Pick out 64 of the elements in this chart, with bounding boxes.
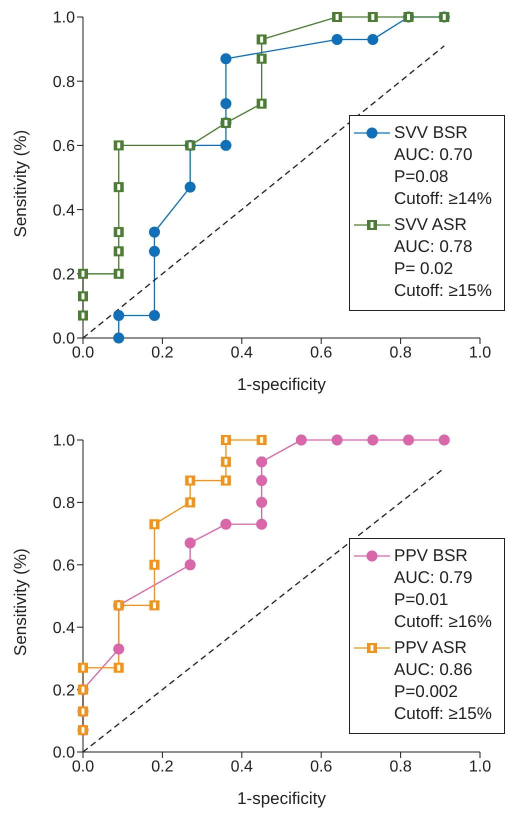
point (113, 332, 124, 344)
annotation: AUC: 0.79 (393, 567, 474, 589)
annotation: Cutoff: ≥15% (393, 703, 493, 725)
legend-label: PPV BSR (394, 545, 468, 567)
y-tick-label: 1.0 (52, 10, 76, 27)
annotation: AUC: 0.70 (393, 144, 474, 166)
x-tick-label: 0.8 (389, 344, 412, 362)
point (403, 434, 414, 446)
y-tick-label: 0.2 (52, 266, 76, 284)
x-tick-label: 0.6 (310, 344, 332, 362)
point (148, 246, 160, 257)
y-axis-title: Sensitivity (%) (11, 130, 30, 238)
y-tick-label: 0.6 (52, 557, 76, 574)
point (113, 644, 124, 655)
y-tick-label: 1.0 (52, 432, 76, 450)
y-tick-label: 0.8 (52, 74, 76, 91)
point (220, 53, 232, 64)
annotation: P=0.01 (393, 589, 450, 611)
point (148, 226, 160, 238)
point (332, 434, 343, 446)
point (148, 310, 160, 322)
y-tick-label: 0.4 (52, 620, 76, 637)
annotation: P=0.002 (393, 681, 459, 703)
legend-label: SVV BSR (394, 122, 468, 144)
point (332, 34, 343, 45)
point (113, 310, 124, 322)
point (184, 559, 196, 570)
annotation: AUC: 0.78 (393, 236, 474, 258)
x-tick-label: 0.8 (389, 758, 412, 776)
point (438, 434, 450, 446)
x-tick-label: 0.6 (310, 758, 332, 776)
y-tick-label: 0.4 (52, 202, 76, 220)
point (220, 98, 232, 110)
x-tick-label: 0.2 (151, 758, 174, 776)
point (256, 496, 268, 508)
y-tick-label: 0.6 (52, 138, 76, 156)
x-tick-label: 1.0 (468, 344, 492, 362)
point (296, 434, 307, 446)
point (184, 537, 196, 548)
point (367, 34, 378, 45)
annotation: P=0.08 (393, 166, 450, 188)
x-tick-label: 0.2 (151, 344, 174, 362)
annotation: Cutoff: ≥14% (393, 188, 493, 210)
point (367, 434, 378, 446)
annotation: P= 0.02 (393, 258, 454, 280)
annotation: Cutoff: ≥16% (393, 611, 493, 633)
annotation: AUC: 0.86 (393, 659, 474, 681)
point (184, 182, 196, 193)
y-tick-label: 0.2 (52, 682, 76, 700)
x-axis-title: 1-specificity (237, 789, 326, 808)
legend-label: PPV ASR (394, 637, 467, 659)
y-axis-title: Sensitivity (%) (11, 548, 30, 656)
legend-label: SVV ASR (394, 214, 467, 236)
y-tick-label: 0.8 (52, 495, 76, 512)
annotation: Cutoff: ≥15% (393, 280, 493, 302)
x-tick-label: 1.0 (468, 758, 492, 776)
x-axis-title: 1-specificity (237, 375, 326, 394)
point (256, 475, 268, 486)
point (256, 456, 268, 468)
x-tick-label: 0.4 (230, 758, 254, 776)
point (256, 518, 268, 530)
point (220, 518, 232, 530)
x-tick-label: 0.4 (230, 344, 254, 362)
point (220, 140, 232, 151)
